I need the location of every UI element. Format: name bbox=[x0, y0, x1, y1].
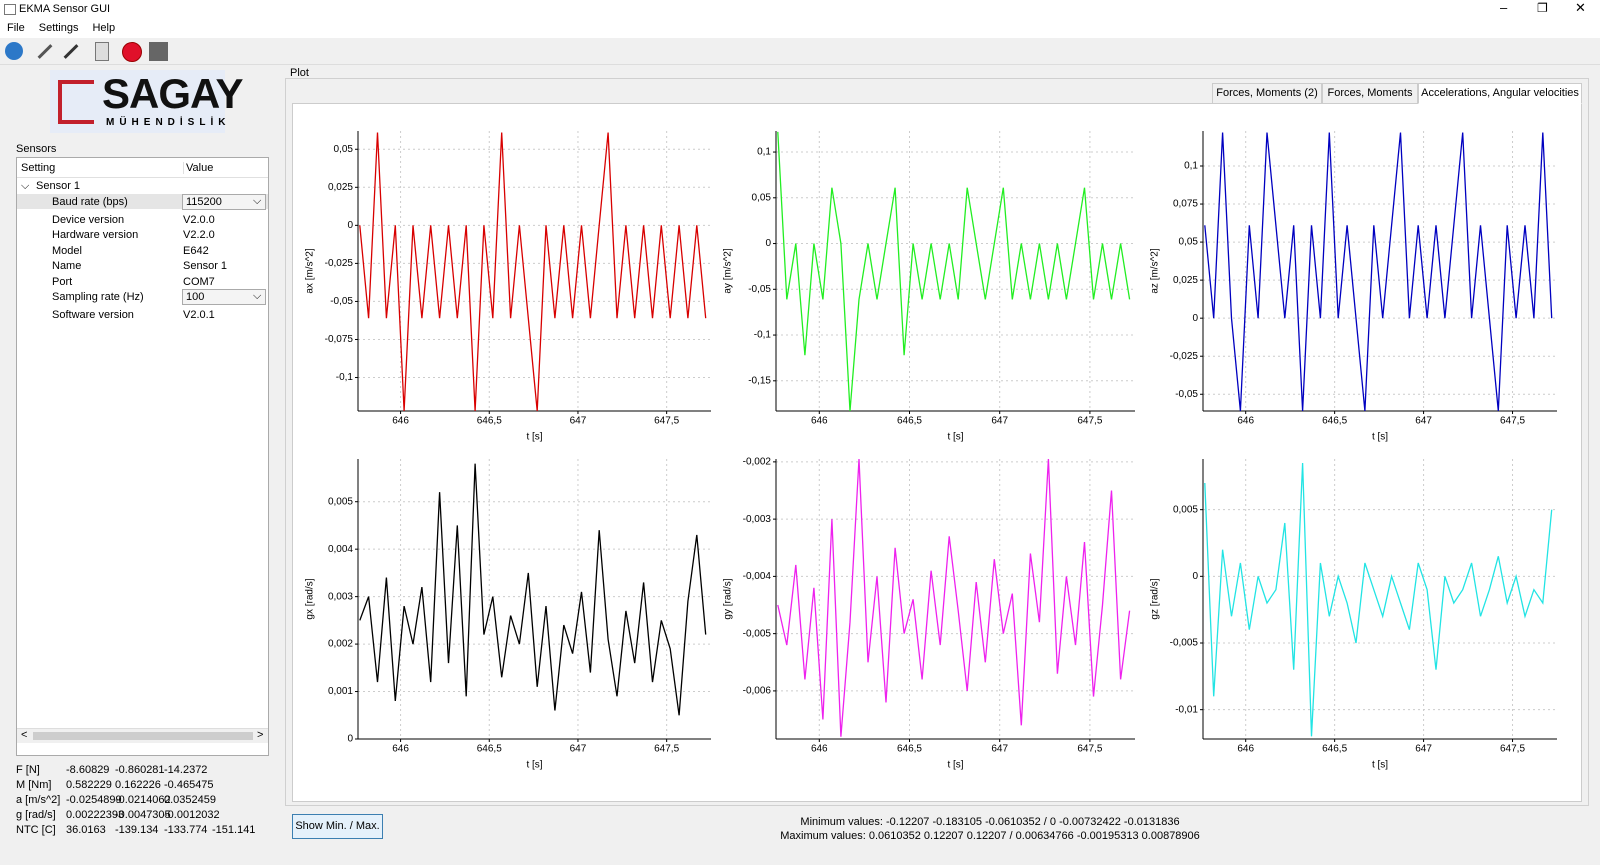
tree-row[interactable]: Port COM7 bbox=[17, 274, 268, 289]
tree-row[interactable]: Sampling rate (Hz) 100 ⌵ bbox=[17, 289, 268, 305]
min-max-info: Minimum values: -0.12207 -0.183105 -0.06… bbox=[700, 815, 1280, 843]
setting-value: V2.0.1 bbox=[183, 308, 215, 321]
readout-value: -8.60829 bbox=[66, 764, 110, 776]
scroll-thumb[interactable] bbox=[33, 732, 253, 740]
menu-item[interactable]: File bbox=[7, 22, 25, 34]
tree-row[interactable]: Hardware version V2.2.0 bbox=[17, 227, 268, 242]
tree-row[interactable]: Baud rate (bps) 115200 ⌵ bbox=[17, 194, 268, 210]
tree-row[interactable]: Model E642 bbox=[17, 243, 268, 258]
setting-name: Hardware version bbox=[52, 229, 139, 241]
readout-label: a [m/s^2] bbox=[16, 794, 61, 806]
logo-name: SAGAY bbox=[102, 70, 244, 117]
group-title: Plot bbox=[290, 67, 309, 79]
setting-value: Sensor 1 bbox=[183, 260, 228, 272]
close[interactable]: ✕ bbox=[1575, 0, 1586, 15]
group-label: Sensor 1 bbox=[36, 180, 81, 192]
tab[interactable]: Forces, Moments (2) bbox=[1212, 83, 1322, 104]
logo-mark bbox=[58, 80, 94, 124]
expand-arrow[interactable]: ⌵ bbox=[21, 180, 30, 192]
readout-label: g [rad/s] bbox=[16, 809, 56, 821]
readout-value: -0.860281 bbox=[115, 764, 165, 776]
setting-name: Baud rate (bps) bbox=[52, 196, 128, 208]
combo-arrow: ⌵ bbox=[253, 290, 262, 302]
tab[interactable]: Accelerations, Angular velocities bbox=[1418, 83, 1582, 104]
readout-value: -133.774 bbox=[164, 824, 208, 836]
min-values: Minimum values: -0.12207 -0.183105 -0.06… bbox=[800, 816, 1180, 828]
readout-row: g [rad/s] 0.00222393 -0.0047305 -0.0012032 bbox=[16, 809, 276, 824]
window-title: EKMA Sensor GUI bbox=[19, 3, 111, 15]
readout-label: NTC [C] bbox=[16, 824, 56, 836]
readout-value: -139.134 bbox=[115, 824, 159, 836]
readout-value: 0.0352459 bbox=[164, 794, 216, 806]
h-scrollbar[interactable]: < > bbox=[17, 728, 268, 743]
setting-value: V2.0.0 bbox=[183, 213, 215, 226]
clear-button[interactable] bbox=[95, 42, 109, 61]
setting-value: V2.2.0 bbox=[183, 229, 215, 241]
readout-value: -14.2372 bbox=[164, 764, 208, 776]
toolbar bbox=[0, 38, 1600, 65]
readout-value: 0.00222393 bbox=[66, 809, 125, 821]
column-header: Setting bbox=[21, 162, 56, 174]
combo-value: 115200 bbox=[186, 196, 222, 208]
readout-value: -0.0214062 bbox=[115, 794, 171, 806]
group-title: Sensors bbox=[16, 143, 57, 155]
setting-name: Model bbox=[52, 244, 82, 257]
stop-button[interactable] bbox=[149, 42, 168, 61]
connect-button[interactable] bbox=[37, 44, 53, 59]
readout-row: NTC [C] 36.0163 -139.134 -133.774 -151.141 bbox=[16, 824, 276, 839]
scroll-left[interactable]: < bbox=[21, 729, 28, 741]
tab[interactable]: Forces, Moments bbox=[1322, 83, 1418, 104]
tree-group[interactable]: ⌵ Sensor 1 bbox=[17, 178, 268, 193]
setting-name: Software version bbox=[52, 308, 134, 321]
readout-value: -0.0012032 bbox=[164, 809, 220, 821]
setting-name: Name bbox=[52, 260, 82, 272]
value-combo[interactable]: 115200 ⌵ bbox=[182, 194, 266, 210]
readout-value: 36.0163 bbox=[66, 824, 106, 836]
readout-row: F [N] -8.60829 -0.860281 -14.2372 bbox=[16, 764, 276, 779]
setting-name: Device version bbox=[52, 213, 125, 226]
tree-header: Setting Value bbox=[17, 160, 268, 178]
title-bar: EKMA Sensor GUI – ❐ ✕ bbox=[0, 0, 1600, 18]
readout-value: -0.0254899 bbox=[66, 794, 122, 806]
show-min-max-button[interactable]: Show Min. / Max. bbox=[292, 814, 383, 839]
column-header: Value bbox=[183, 162, 213, 174]
max-values: Maximum values: 0.0610352 0.12207 0.1220… bbox=[780, 830, 1200, 842]
tree-row[interactable]: Software version V2.0.1 bbox=[17, 307, 268, 322]
scroll-right[interactable]: > bbox=[257, 729, 264, 741]
readout-value: 0.582229 bbox=[66, 779, 112, 791]
readout-value: 0.162226 bbox=[115, 779, 161, 791]
readout-value: -0.0047305 bbox=[115, 809, 171, 821]
menu-item[interactable]: Help bbox=[92, 22, 116, 34]
readouts: F [N] -8.60829 -0.860281 -14.2372 M [Nm] 0.58… bbox=[16, 764, 276, 839]
readout-row: a [m/s^2] -0.0254899 -0.0214062 0.0352459 bbox=[16, 794, 276, 809]
readout-value: -0.465475 bbox=[164, 779, 214, 791]
setting-value: E642 bbox=[183, 244, 209, 257]
menu-bar: File Settings Help bbox=[0, 18, 1600, 38]
logo: SAGAY MÜHENDİSLİK bbox=[50, 70, 244, 133]
record-button[interactable] bbox=[122, 42, 142, 62]
plot-group bbox=[285, 78, 1589, 806]
readout-label: M [Nm] bbox=[16, 779, 52, 791]
readout-row: M [Nm] 0.582229 0.162226 -0.465475 bbox=[16, 779, 276, 794]
app-icon bbox=[4, 4, 16, 15]
sensor-tree: Setting Value ⌵ Sensor 1 Baud rate (bps)… bbox=[16, 157, 269, 756]
tree-row[interactable]: Name Sensor 1 bbox=[17, 258, 268, 273]
combo-arrow: ⌵ bbox=[253, 195, 262, 207]
combo-value: 100 bbox=[186, 291, 205, 303]
value-combo[interactable]: 100 ⌵ bbox=[182, 289, 266, 305]
refresh-button[interactable] bbox=[5, 42, 23, 60]
tree-row[interactable]: Device version V2.0.0 bbox=[17, 212, 268, 227]
readout-value: -151.141 bbox=[212, 824, 256, 836]
restore[interactable]: ❐ bbox=[1537, 1, 1548, 15]
readout-label: F [N] bbox=[16, 764, 40, 776]
minimize[interactable]: – bbox=[1500, 0, 1508, 15]
menu-item[interactable]: Settings bbox=[38, 22, 79, 34]
setting-name: Port bbox=[52, 275, 73, 288]
disconnect-button[interactable] bbox=[63, 44, 79, 59]
logo-sub: MÜHENDİSLİK bbox=[106, 117, 231, 128]
plot-area bbox=[292, 103, 1582, 802]
setting-value: COM7 bbox=[183, 275, 215, 288]
setting-name: Sampling rate (Hz) bbox=[52, 291, 144, 303]
